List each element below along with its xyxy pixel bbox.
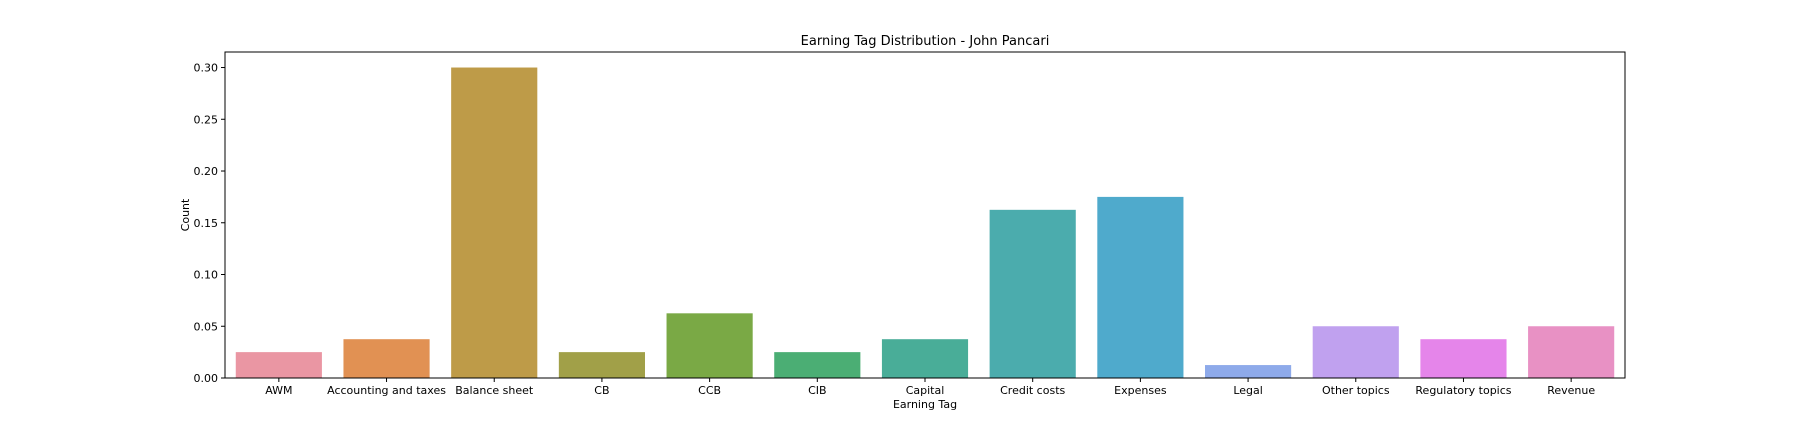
y-tick-label: 0.25 bbox=[194, 113, 219, 126]
bar-accounting-and-taxes bbox=[343, 339, 430, 378]
y-tick-label: 0.05 bbox=[194, 320, 219, 333]
bar-cb bbox=[558, 352, 645, 378]
bar-cib bbox=[774, 352, 861, 378]
x-tick-label: Capital bbox=[906, 384, 945, 397]
y-tick-label: 0.15 bbox=[194, 217, 219, 230]
bars-group bbox=[235, 67, 1615, 379]
x-tick-label: Accounting and taxes bbox=[327, 384, 446, 397]
x-axis-title: Earning Tag bbox=[893, 398, 957, 411]
plot-frame bbox=[224, 51, 1626, 379]
bar-regulatory-topics bbox=[1420, 339, 1507, 378]
y-tick-label: 0.30 bbox=[194, 62, 219, 75]
x-tick-label: CB bbox=[594, 384, 609, 397]
x-tick-label: Other topics bbox=[1322, 384, 1390, 397]
y-tick-label: 0.00 bbox=[194, 372, 219, 385]
bar-legal bbox=[1205, 365, 1292, 378]
x-tick-label: CIB bbox=[808, 384, 826, 397]
chart-title: Earning Tag Distribution - John Pancari bbox=[801, 34, 1050, 49]
bar-awm bbox=[235, 352, 322, 378]
y-axis-title: Count bbox=[179, 198, 192, 231]
bar-credit-costs bbox=[989, 209, 1076, 378]
x-tick-label: Legal bbox=[1233, 384, 1262, 397]
x-tick-label: CCB bbox=[698, 384, 721, 397]
bar-ccb bbox=[666, 313, 753, 378]
y-tick-label: 0.10 bbox=[194, 269, 219, 282]
bar-expenses bbox=[1097, 196, 1184, 378]
y-tick-label: 0.20 bbox=[194, 165, 219, 178]
bar-capital bbox=[881, 339, 969, 378]
x-tick-label: Expenses bbox=[1114, 384, 1167, 397]
x-tick-label: Regulatory topics bbox=[1415, 384, 1511, 397]
bar-other-topics bbox=[1312, 326, 1399, 378]
bar-balance-sheet bbox=[451, 67, 538, 379]
y-axis: 0.00 0.05 0.10 0.15 0.20 0.25 0.30 bbox=[194, 62, 225, 385]
x-tick-label: AWM bbox=[265, 384, 292, 397]
bar-revenue bbox=[1528, 326, 1615, 378]
x-axis: AWM Accounting and taxes Balance sheet CB CC… bbox=[265, 378, 1595, 397]
x-tick-label: Revenue bbox=[1547, 384, 1595, 397]
x-tick-label: Credit costs bbox=[1000, 384, 1065, 397]
x-tick-label: Balance sheet bbox=[455, 384, 534, 397]
